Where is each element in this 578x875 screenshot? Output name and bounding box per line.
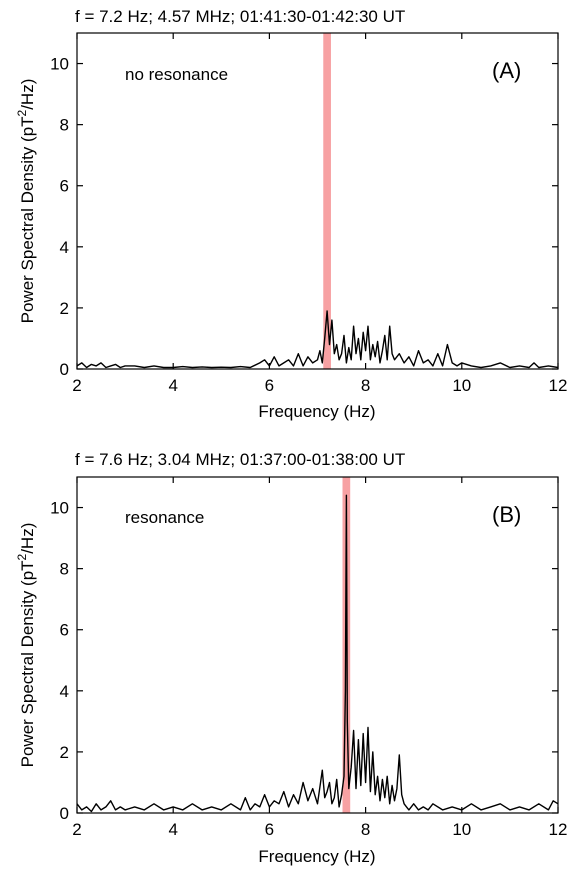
x-tick-label: 12 <box>549 820 568 839</box>
y-tick-label: 2 <box>60 299 69 318</box>
panel-b-y-ticks: 0 2 4 6 8 10 <box>50 499 558 823</box>
x-tick-label: 8 <box>361 820 370 839</box>
panel-b-spectrum-line <box>76 494 559 813</box>
x-tick-label: 10 <box>452 376 471 395</box>
panel-b-y-axis-label: Power Spectral Density (pT2/Hz) <box>15 523 37 768</box>
panel-a-y-label-part3: /Hz) <box>18 79 37 110</box>
y-tick-label: 0 <box>60 360 69 379</box>
panel-b-title: f = 7.6 Hz; 3.04 MHz; 01:37:00-01:38:00 … <box>75 450 405 469</box>
y-tick-label: 6 <box>60 177 69 196</box>
y-tick-label: 4 <box>60 238 69 257</box>
y-tick-label: 0 <box>60 804 69 823</box>
y-tick-label: 6 <box>60 621 69 640</box>
panel-b-frame <box>76 476 559 814</box>
panel-a-x-axis-label: Frequency (Hz) <box>258 402 375 421</box>
panel-a-y-label-sup: 2 <box>15 109 29 116</box>
y-tick-label: 8 <box>60 116 69 135</box>
panel-a-y-label-part1: Power Spectral Density (pT <box>18 116 37 323</box>
y-tick-label: 4 <box>60 682 69 701</box>
panel-b-x-axis-label: Frequency (Hz) <box>258 847 375 866</box>
x-tick-label: 6 <box>265 376 274 395</box>
panel-b-tag: (B) <box>492 502 521 527</box>
y-tick-label: 8 <box>60 560 69 579</box>
panel-b: f = 7.6 Hz; 3.04 MHz; 01:37:00-01:38:00 … <box>15 450 567 866</box>
panel-a-spectrum-line <box>76 310 559 369</box>
panel-a-x-ticks: 2 4 6 8 10 12 <box>72 33 567 395</box>
x-tick-label: 8 <box>361 376 370 395</box>
x-tick-label: 2 <box>72 376 81 395</box>
y-tick-label: 10 <box>50 55 69 74</box>
panel-a-title: f = 7.2 Hz; 4.57 MHz; 01:41:30-01:42:30 … <box>75 7 405 26</box>
x-tick-label: 10 <box>452 820 471 839</box>
panel-b-x-ticks: 2 4 6 8 10 12 <box>72 477 567 839</box>
panel-a-frame <box>76 32 559 370</box>
y-tick-label: 2 <box>60 743 69 762</box>
panel-a-y-ticks: 0 2 4 6 8 10 <box>50 55 558 379</box>
panel-b-y-label-sup: 2 <box>15 553 29 560</box>
panel-a-annotation: no resonance <box>125 65 228 84</box>
x-tick-label: 4 <box>168 820 177 839</box>
panel-a-highlight-band <box>323 33 331 369</box>
panel-a-tag: (A) <box>492 58 521 83</box>
panel-a-y-axis-label: Power Spectral Density (pT2/Hz) <box>15 79 37 324</box>
panel-b-y-label-part1: Power Spectral Density (pT <box>18 560 37 767</box>
x-tick-label: 4 <box>168 376 177 395</box>
panel-a: f = 7.2 Hz; 4.57 MHz; 01:41:30-01:42:30 … <box>15 7 567 421</box>
y-tick-label: 10 <box>50 499 69 518</box>
panel-b-y-label-part3: /Hz) <box>18 523 37 554</box>
x-tick-label: 12 <box>549 376 568 395</box>
x-tick-label: 2 <box>72 820 81 839</box>
panel-b-annotation: resonance <box>125 508 204 527</box>
x-tick-label: 6 <box>265 820 274 839</box>
